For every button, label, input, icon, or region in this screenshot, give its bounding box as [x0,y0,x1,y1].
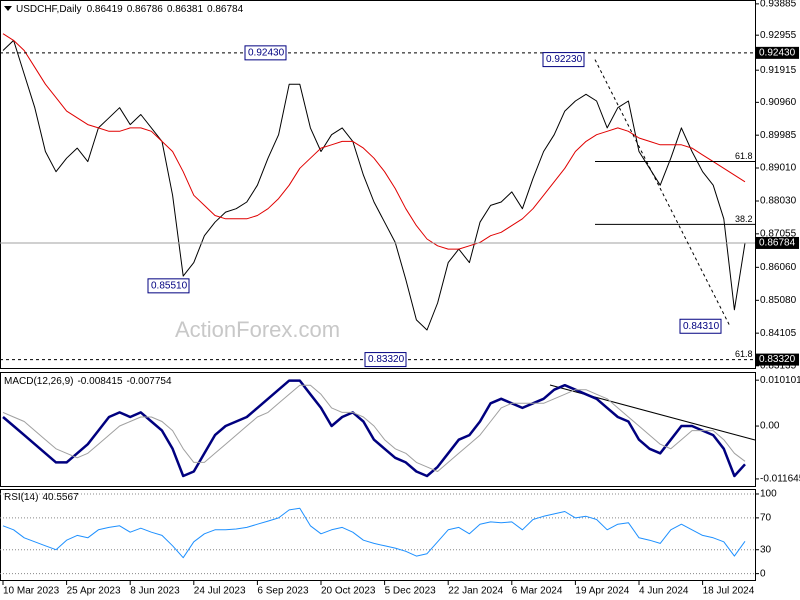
y-tick-label: 0.87055 [760,228,797,239]
fib-label: 61.8 [735,349,753,359]
annotation-label: 0.83320 [368,354,405,365]
y-tick-label: 0.88030 [760,196,797,207]
y-tick-label: 0.010101 [760,375,800,386]
watermark: ActionForex.com [175,317,340,342]
rsi-panel-frame [0,489,756,581]
macd-panel-frame [0,372,756,487]
y-tick-label: 0.89010 [760,163,797,174]
symbol: USDCHF,Daily [16,4,82,15]
close: 0.86784 [207,4,244,15]
y-tick-label: 100 [760,489,777,500]
y-tick-label: 0.93885 [760,0,797,10]
x-tick-label: 25 Apr 2023 [67,586,121,597]
x-tick-label: 24 Jul 2023 [194,586,246,597]
y-tick-label: 0.00 [760,421,780,432]
x-tick-label: 22 Jan 2024 [448,586,503,597]
macd-name: MACD(12,26,9) [4,376,73,387]
y-tick-label: 70 [760,513,772,524]
annotation-box [244,45,287,61]
annotation-box [147,278,190,294]
annotation-label: 0.92430 [248,48,285,59]
y-tick-label: 0.86060 [760,262,797,273]
last-price-box [756,236,799,249]
annotation-label: 0.84310 [683,321,720,332]
y-tick-label: 0 [760,568,766,579]
macd-title: MACD(12,26,9) -0.008415 -0.007754 [4,376,172,387]
high: 0.86786 [127,4,164,15]
level-box [756,46,799,59]
x-tick-label: 18 Jul 2024 [703,586,755,597]
y-tick-label: 0.91915 [760,65,797,76]
y-tick-label: 0.83135 [760,360,797,371]
y-tick-label: 0.84105 [760,328,797,339]
swing-trendline [594,59,731,327]
fib-label: 61.8 [735,151,753,161]
collapse-icon [4,6,12,11]
level-box [756,353,799,366]
y-tick-label: 0.89985 [760,130,797,141]
annotation-label: 0.92230 [546,54,583,65]
y-tick-label: 30 [760,544,772,555]
last-price-label: 0.86784 [759,238,796,249]
price-title: USDCHF,Daily 0.86419 0.86786 0.86381 0.86784 [16,4,244,15]
y-tick-label: 0.85080 [760,295,797,306]
low: 0.86381 [167,4,204,15]
series-line [2,507,746,559]
series-line [2,33,746,250]
level-label: 0.83320 [759,354,796,365]
annotation-label: 0.85510 [151,280,188,291]
fib-label: 38.2 [735,214,753,224]
signal-value: -0.007754 [127,376,172,387]
y-tick-label: 0.92955 [760,30,797,41]
x-tick-label: 10 Mar 2023 [3,586,60,597]
x-tick-label: 20 Oct 2023 [321,586,376,597]
x-tick-label: 19 Apr 2024 [575,586,629,597]
annotation-box [364,352,407,368]
y-tick-label: -0.011645 [760,474,800,485]
x-tick-label: 4 Jun 2024 [639,586,689,597]
price-panel-frame [0,0,756,369]
x-tick-label: 6 Sep 2023 [257,586,309,597]
macd-value: -0.008415 [77,376,122,387]
annotation-box [679,318,722,334]
rsi-title: RSI(14) 40.5567 [4,492,79,503]
x-tick-label: 8 Jun 2023 [130,586,180,597]
series-line [2,384,746,472]
rsi-name: RSI(14) [4,492,38,503]
x-tick-label: 6 Mar 2024 [512,586,563,597]
open: 0.86419 [87,4,124,15]
x-tick-label: 5 Dec 2023 [385,586,437,597]
series-line [2,39,746,331]
y-tick-label: 0.90960 [760,97,797,108]
rsi-value: 40.5567 [42,492,79,503]
annotation-box [542,52,585,68]
series-line [2,379,746,478]
level-label: 0.92430 [759,48,796,59]
